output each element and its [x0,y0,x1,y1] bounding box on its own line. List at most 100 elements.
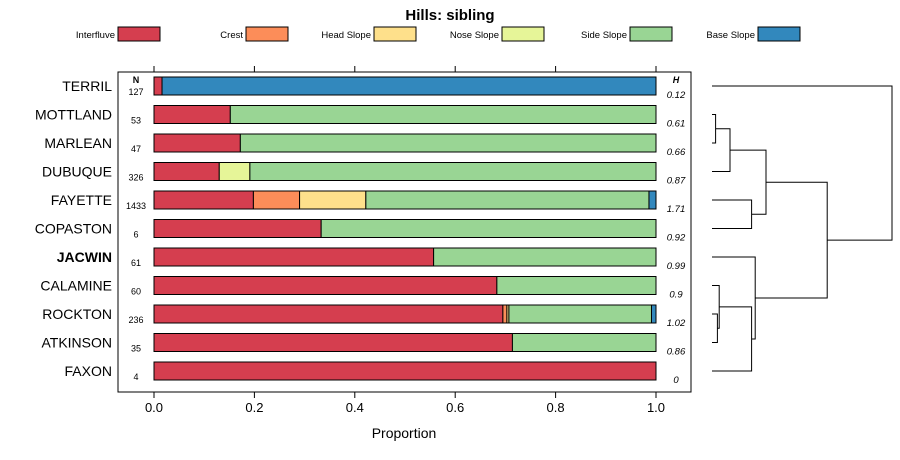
bar-segment [320,219,657,238]
legend-swatch-2 [373,26,417,42]
h-value: 0 [673,375,679,386]
h-value: 1.02 [667,318,686,329]
n-value: 326 [128,173,143,183]
x-tick-label: 0.8 [547,400,565,415]
h-value: 0.61 [667,119,686,130]
bar-segment [239,133,657,153]
bar-segment [153,105,231,124]
bar-segment [161,76,657,96]
legend-label-3: Nose Slope [450,30,499,41]
h-value: 0.9 [669,290,683,301]
legend-swatch-1 [245,26,289,42]
category-label: JACWIN [57,249,112,265]
legend-label-5: Base Slope [706,30,755,41]
bar-segment [153,276,498,295]
y-axis-labels: TERRIL MOTTLAND MARLEAN DUBUQUE FAYETTE COPAS… [35,78,112,379]
bar-segment [153,219,322,238]
bar-segment [496,276,657,295]
category-label: MOTTLAND [35,107,112,123]
h-header: H [673,75,680,85]
category-label: DUBUQUE [42,164,112,180]
bar-segment [648,190,657,210]
x-axis: 0.0 0.2 0.4 0.6 0.8 1.0 [145,66,665,415]
category-label: ATKINSON [41,335,112,351]
legend-swatch-5 [757,26,801,42]
n-value: 53 [131,116,141,126]
x-tick-label: 0.6 [446,400,464,415]
category-label: ROCKTON [42,306,112,322]
category-label: CALAMINE [40,278,112,294]
x-tick-label: 0.2 [245,400,263,415]
h-value: 0.66 [667,147,686,158]
header-labels: N H [133,75,680,85]
legend-label-4: Side Slope [581,30,627,41]
dendrogram-link [712,313,718,343]
legend: Interfluve Crest Head Slope Nose Slope Side … [76,26,801,42]
n-labels: 127 53 47 326 1433 6 61 60 236 35 4 [126,87,146,382]
legend-label-0: Interfluve [76,30,115,41]
bar-segment [650,304,657,324]
legend-label-1: Crest [220,30,243,41]
legend-label-2: Head Slope [321,30,371,41]
category-label: COPASTON [35,221,112,237]
bar-segment [229,105,657,124]
category-label: TERRIL [62,78,112,94]
dendrogram-link [712,128,731,172]
bar-segment [153,333,513,352]
h-value: 0.87 [667,176,686,187]
dendrogram-link [712,306,753,372]
n-value: 236 [128,315,143,325]
n-value: 4 [133,372,138,382]
x-tick-label: 1.0 [647,400,665,415]
bar-segment [365,190,650,210]
h-value: 1.71 [667,204,686,215]
h-labels: 0.12 0.61 0.66 0.87 1.71 0.92 0.99 0.9 1.02 0.86 0 [667,90,686,386]
legend-swatch-0 [117,26,161,42]
bar-segment [153,247,435,267]
category-label: MARLEAN [44,135,112,151]
n-value: 127 [128,87,143,97]
bars [153,76,657,381]
bar-segment [153,304,504,324]
x-tick-label: 0.4 [346,400,364,415]
legend-swatch-3 [501,26,545,42]
n-value: 60 [131,287,141,297]
dendrogram-link [712,199,753,229]
legend-swatch-4 [629,26,673,42]
bar-segment [153,76,163,96]
x-axis-label: Proportion [372,425,437,441]
dendrogram [712,85,893,372]
h-value: 0.12 [667,90,686,101]
bar-segment [153,190,254,210]
bar-segment [218,162,251,181]
h-value: 0.99 [667,261,686,272]
dendrogram-link [712,256,756,340]
plot-frame [117,71,692,393]
bar-segment [153,162,220,181]
n-value: 61 [131,258,141,268]
bar-segment [502,304,508,324]
bar-segment [249,162,657,181]
category-label: FAYETTE [51,192,112,208]
h-value: 0.92 [667,233,686,244]
n-header: N [133,75,140,85]
bar-segment [252,190,301,210]
bar-segment [153,361,657,381]
bar-segment [153,133,241,153]
dendrogram-link [712,114,717,144]
n-value: 35 [131,344,141,354]
x-tick-label: 0.0 [145,400,163,415]
bar-segment [299,190,367,210]
n-value: 6 [133,230,138,240]
bar-segment [511,333,657,352]
h-value: 0.86 [667,347,686,358]
category-label: FAXON [65,363,112,379]
bar-segment [508,304,652,324]
dendrogram-link [730,149,767,215]
n-value: 1433 [126,201,146,211]
dendrogram-link [712,85,893,241]
chart-title: Hills: sibling [405,7,494,24]
n-value: 47 [131,144,141,154]
dendrogram-link [712,285,720,329]
